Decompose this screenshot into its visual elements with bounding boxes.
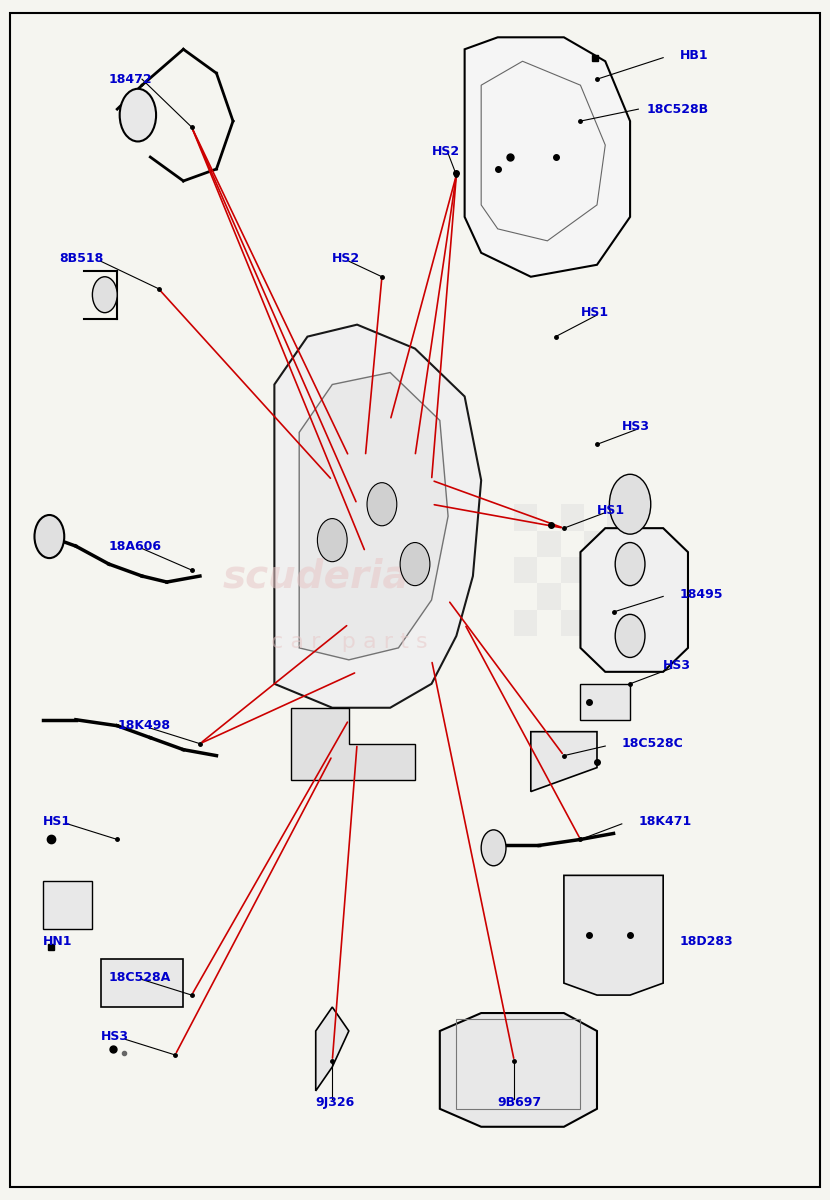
Text: HB1: HB1 [680,49,708,61]
Text: 18K471: 18K471 [638,815,691,828]
Text: scuderia: scuderia [222,557,409,595]
Bar [538,530,560,557]
Text: 18D283: 18D283 [680,935,734,948]
PathPatch shape [564,875,663,995]
Text: HS1: HS1 [43,815,71,828]
Text: 9J326: 9J326 [315,1097,355,1109]
PathPatch shape [275,325,481,708]
Bar [560,610,583,636]
Circle shape [615,542,645,586]
Text: HS3: HS3 [100,1031,129,1044]
Circle shape [400,542,430,586]
Bar [583,583,607,610]
Text: HN1: HN1 [43,935,72,948]
Bar [580,684,630,720]
Text: HS3: HS3 [622,420,650,433]
Circle shape [481,830,506,865]
Bar [43,881,92,929]
Text: 18C528C: 18C528C [622,737,684,750]
PathPatch shape [299,372,448,660]
Circle shape [317,518,347,562]
Circle shape [367,482,397,526]
PathPatch shape [531,732,597,792]
Text: 18C528A: 18C528A [109,971,171,984]
PathPatch shape [100,959,183,1007]
Text: 18495: 18495 [680,588,723,600]
Text: HS1: HS1 [597,504,625,517]
Text: 9B697: 9B697 [498,1097,542,1109]
Bar [607,504,630,530]
Bar [457,1019,580,1109]
PathPatch shape [291,708,415,780]
Text: HS3: HS3 [663,659,691,672]
Text: 8B518: 8B518 [59,252,104,265]
Text: 18K498: 18K498 [117,719,170,732]
Text: 18C528B: 18C528B [647,103,709,115]
Text: 18A606: 18A606 [109,540,162,553]
Bar [515,610,538,636]
Text: c a r   p a r t s: c a r p a r t s [271,632,427,652]
Text: HS2: HS2 [332,252,360,265]
Circle shape [35,515,64,558]
Text: HS1: HS1 [580,306,608,319]
Circle shape [92,277,117,313]
PathPatch shape [440,1013,597,1127]
Circle shape [615,614,645,658]
Text: HS2: HS2 [432,144,460,157]
Bar [515,557,538,583]
PathPatch shape [465,37,630,277]
PathPatch shape [580,528,688,672]
Bar [607,557,630,583]
Bar [560,557,583,583]
Circle shape [609,474,651,534]
Bar [583,530,607,557]
PathPatch shape [315,1007,349,1091]
Bar [515,504,538,530]
Text: 18472: 18472 [109,73,153,85]
Circle shape [120,89,156,142]
Bar [607,610,630,636]
Bar [560,504,583,530]
Bar [538,583,560,610]
